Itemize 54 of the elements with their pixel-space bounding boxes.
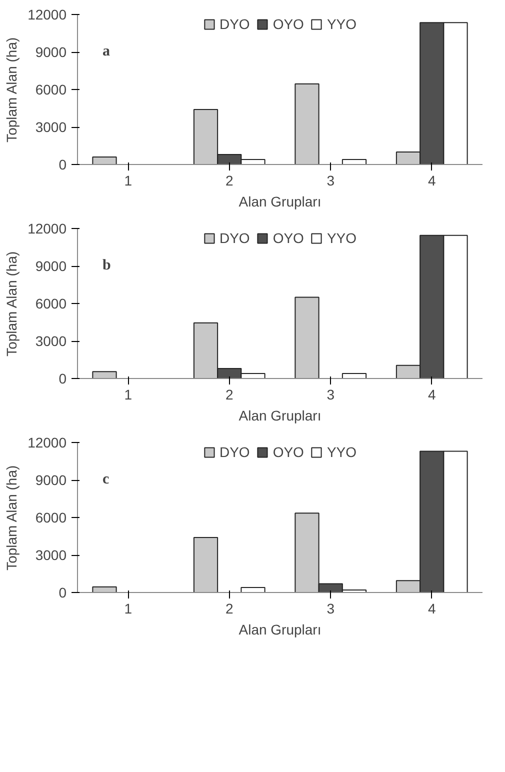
y-tick-label: 0: [58, 370, 67, 386]
legend-label: DYO: [219, 16, 250, 32]
y-tick-label: 0: [58, 584, 67, 600]
x-tick-label: 3: [326, 386, 335, 402]
y-axis-title: Toplam Alan (ha): [4, 465, 20, 570]
y-tick-label: 0: [58, 156, 67, 172]
y-tick-label: 3000: [35, 119, 67, 135]
bar: [342, 373, 367, 378]
bar: [294, 83, 320, 164]
x-axis-title: Alan Grupları: [238, 622, 322, 638]
x-tick-label: 1: [124, 386, 132, 402]
legend-label: YYO: [326, 230, 357, 246]
x-axis-title: Alan Grupları: [238, 408, 322, 424]
bar: [342, 159, 367, 164]
x-tick-label: 1: [124, 172, 132, 188]
x-tick-label: 4: [428, 172, 436, 188]
bar: [92, 156, 117, 164]
y-tick-label: 3000: [35, 547, 67, 563]
legend-label: YYO: [326, 16, 357, 32]
y-axis-title: Toplam Alan (ha): [4, 251, 20, 356]
y-tick-label: 3000: [35, 333, 67, 349]
x-tick-label: 4: [428, 386, 436, 402]
bar: [92, 371, 117, 378]
annotation: a: [102, 44, 110, 60]
y-tick-label: 9000: [35, 44, 67, 60]
x-tick-label: 4: [428, 600, 436, 616]
legend-label: YYO: [326, 444, 357, 460]
y-tick-label: 12000: [28, 6, 67, 22]
annotation: b: [102, 258, 111, 274]
x-tick-label: 3: [326, 172, 335, 188]
legend-label: OYO: [272, 16, 304, 32]
x-tick-label: 2: [225, 172, 234, 188]
bar: [92, 586, 117, 592]
x-axis-title: Alan Grupları: [238, 194, 322, 210]
bar: [193, 537, 218, 592]
x-tick-label: 1: [124, 600, 132, 616]
x-tick-label: 3: [326, 600, 335, 616]
legend-label: DYO: [219, 230, 250, 246]
bar: [240, 587, 266, 592]
y-tick-label: 6000: [35, 82, 67, 98]
y-axis-title: Toplam Alan (ha): [4, 37, 20, 142]
x-tick-label: 2: [225, 386, 234, 402]
y-tick-label: 12000: [28, 220, 67, 236]
y-tick-label: 6000: [35, 510, 67, 526]
annotation: c: [102, 472, 110, 488]
legend-label: OYO: [272, 230, 304, 246]
y-tick-label: 12000: [28, 434, 67, 450]
legend-label: DYO: [219, 444, 250, 460]
y-tick-label: 6000: [35, 296, 67, 312]
y-tick-label: 9000: [35, 472, 67, 488]
x-tick-label: 2: [225, 600, 234, 616]
legend-label: OYO: [272, 444, 304, 460]
bar: [294, 296, 320, 378]
y-tick-label: 9000: [35, 258, 67, 274]
